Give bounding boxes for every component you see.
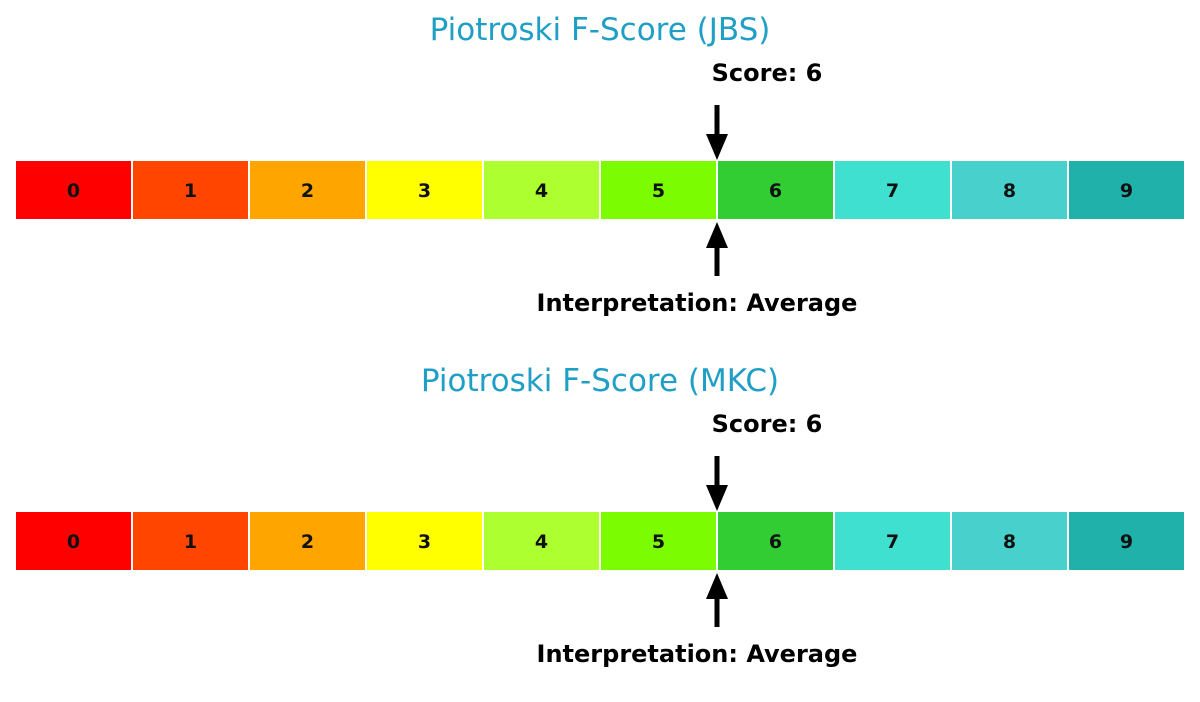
segment-label-5: 5	[652, 531, 665, 553]
score-segment-1	[131, 159, 250, 221]
segment-label-6: 6	[769, 531, 782, 553]
segment-label-6: 6	[769, 180, 782, 202]
segment-label-9: 9	[1120, 531, 1133, 553]
segment-label-0: 0	[67, 180, 80, 202]
score-segment-8	[950, 510, 1069, 572]
segment-label-3: 3	[418, 531, 431, 553]
score-segment-6	[716, 159, 835, 221]
segment-label-0: 0	[67, 531, 80, 553]
interpretation-label: Interpretation: Average	[536, 289, 858, 317]
chart-title: Piotroski F-Score (MKC)	[420, 363, 780, 399]
score-bar-svg: 0 1 2 3 4 5 6 7 8 9	[14, 456, 1186, 627]
score-segment-7	[833, 510, 952, 572]
segment-label-2: 2	[301, 531, 314, 553]
score-segment-7	[833, 159, 952, 221]
segment-label-1: 1	[184, 180, 197, 202]
score-arrow-down	[706, 456, 728, 511]
segment-label-9: 9	[1120, 180, 1133, 202]
score-arrow-up	[706, 222, 728, 276]
score-segment-4	[482, 510, 601, 572]
segment-label-7: 7	[886, 531, 899, 553]
score-label: Score: 6	[711, 410, 823, 438]
segment-label-8: 8	[1003, 531, 1016, 553]
score-arrow-up	[706, 573, 728, 627]
segment-label-7: 7	[886, 180, 899, 202]
score-segment-9	[1067, 510, 1186, 572]
segment-label-3: 3	[418, 180, 431, 202]
score-bar-svg: 0 1 2 3 4 5 6 7 8 9	[14, 105, 1186, 276]
fscore-panel-jbs: Piotroski F-Score (JBS) Score: 6 0 1 2 3 4 5 6…	[14, 12, 1186, 317]
score-label: Score: 6	[711, 59, 823, 87]
score-segment-3	[365, 510, 484, 572]
score-segment-9	[1067, 159, 1186, 221]
score-arrow-down	[706, 105, 728, 160]
score-segment-0	[14, 159, 133, 221]
segment-label-4: 4	[535, 180, 548, 202]
segment-label-8: 8	[1003, 180, 1016, 202]
segment-label-1: 1	[184, 531, 197, 553]
segment-label-4: 4	[535, 531, 548, 553]
score-segment-0	[14, 510, 133, 572]
fscore-panel-mkc: Piotroski F-Score (MKC) Score: 6 0 1 2 3 4 5 6…	[0, 351, 1200, 702]
score-segment-1	[131, 510, 250, 572]
segment-label-5: 5	[652, 180, 665, 202]
interpretation-label: Interpretation: Average	[536, 640, 858, 668]
score-segment-5	[599, 159, 718, 221]
score-segment-6	[716, 510, 835, 572]
score-segment-3	[365, 159, 484, 221]
score-segment-2	[248, 510, 367, 572]
chart-title: Piotroski F-Score (JBS)	[429, 12, 771, 48]
segment-label-2: 2	[301, 180, 314, 202]
